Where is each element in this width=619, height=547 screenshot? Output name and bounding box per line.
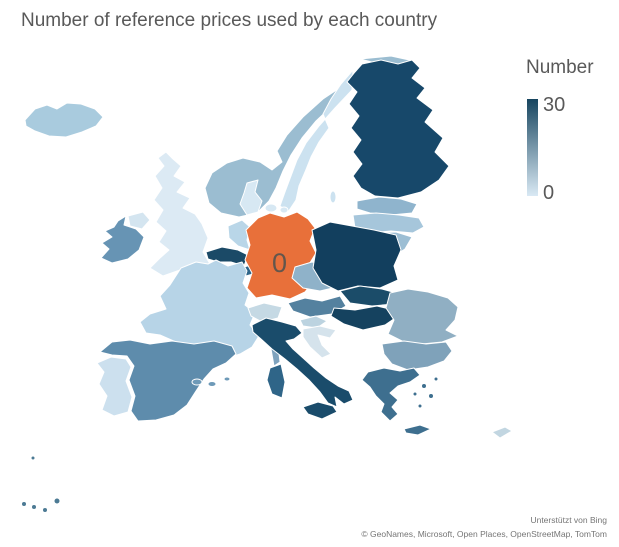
island-sardinia[interactable]: [266, 363, 286, 399]
atlantic-island-4[interactable]: [43, 508, 47, 512]
germany-value-label: 0: [272, 248, 287, 278]
country-estonia[interactable]: [356, 196, 418, 216]
island-gotland[interactable]: [330, 191, 336, 203]
atlantic-island-1[interactable]: [31, 456, 35, 460]
country-greece[interactable]: [361, 367, 421, 422]
country-romania[interactable]: [385, 288, 459, 345]
country-denmark[interactable]: [239, 179, 263, 216]
attribution-bing: Unterstützt von Bing: [530, 515, 607, 525]
region-northern-ireland[interactable]: [127, 211, 151, 230]
country-switzerland[interactable]: [247, 302, 283, 323]
legend-title: Number: [526, 57, 594, 78]
country-portugal[interactable]: [96, 356, 133, 417]
country-sweden[interactable]: [279, 69, 354, 213]
country-croatia[interactable]: [302, 325, 337, 359]
country-italy[interactable]: [251, 317, 354, 408]
greek-island-3[interactable]: [418, 404, 422, 408]
atlantic-island-5[interactable]: [54, 498, 60, 504]
legend: Number 30 0: [526, 57, 594, 204]
country-spain[interactable]: [99, 339, 237, 422]
country-bulgaria[interactable]: [381, 340, 453, 371]
country-finland[interactable]: [346, 59, 450, 199]
country-ireland[interactable]: [100, 215, 145, 264]
greek-island-1[interactable]: [422, 384, 426, 388]
atlantic-island-2[interactable]: [22, 502, 26, 506]
chart-title: Number of reference prices used by each …: [21, 10, 438, 31]
island-crete[interactable]: [403, 424, 432, 436]
atlantic-island-3[interactable]: [32, 505, 36, 509]
country-france[interactable]: [139, 259, 260, 370]
legend-max-label: 30: [543, 94, 565, 116]
island-balearic-3[interactable]: [223, 376, 231, 382]
legend-gradient-bar: [527, 99, 538, 196]
island-zealand[interactable]: [264, 203, 278, 213]
country-hungary[interactable]: [330, 305, 399, 331]
country-cyprus[interactable]: [491, 426, 513, 439]
greek-island-5[interactable]: [413, 392, 417, 396]
greek-island-2[interactable]: [429, 394, 433, 398]
island-balearic-2[interactable]: [207, 381, 217, 387]
island-sicily[interactable]: [302, 401, 338, 420]
greek-island-4[interactable]: [434, 377, 438, 381]
country-slovenia[interactable]: [299, 315, 328, 329]
attribution-copyright: © GeoNames, Microsoft, Open Places, Open…: [361, 529, 607, 539]
map-attribution: Unterstützt von Bing © GeoNames, Microso…: [361, 515, 607, 539]
legend-min-label: 0: [543, 182, 554, 204]
island-balearic-1[interactable]: [191, 378, 203, 386]
country-austria[interactable]: [287, 295, 347, 318]
country-united-kingdom[interactable]: [149, 151, 211, 277]
island-funen[interactable]: [279, 206, 289, 214]
country-iceland[interactable]: [24, 102, 104, 138]
country-poland[interactable]: [311, 221, 402, 292]
country-netherlands[interactable]: [227, 219, 251, 251]
countries-layer: [22, 55, 513, 512]
